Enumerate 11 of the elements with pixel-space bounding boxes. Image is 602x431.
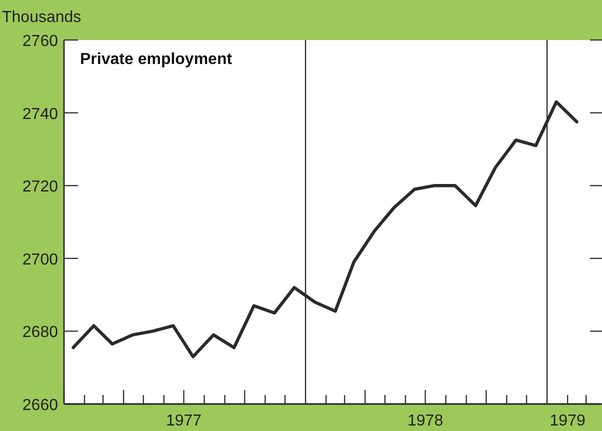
y-axis-title: Thousands xyxy=(2,9,82,26)
x-tick-label: 1977 xyxy=(166,412,202,430)
x-tick-label: 1979 xyxy=(550,412,586,430)
y-tick-label: 2680 xyxy=(22,324,58,342)
y-tick-label: 2700 xyxy=(22,251,58,268)
y-tick-label: 2760 xyxy=(22,33,58,50)
text: Private employment xyxy=(80,51,233,68)
y-tick-label: 2740 xyxy=(22,106,58,123)
y-tick-label: 2660 xyxy=(22,397,58,414)
x-tick-label: 1978 xyxy=(408,412,444,430)
y-tick-label: 2720 xyxy=(22,178,58,196)
